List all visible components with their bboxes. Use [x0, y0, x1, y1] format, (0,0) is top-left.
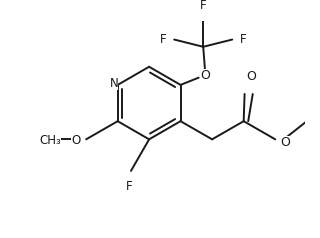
Text: O: O: [71, 134, 81, 147]
Text: F: F: [126, 180, 132, 193]
Text: F: F: [239, 33, 246, 46]
Text: O: O: [246, 70, 256, 83]
Text: F: F: [160, 33, 167, 46]
Text: F: F: [200, 0, 206, 12]
Text: O: O: [280, 136, 290, 149]
Text: O: O: [200, 69, 210, 82]
Text: N: N: [110, 77, 118, 89]
Text: CH₃: CH₃: [39, 134, 61, 147]
